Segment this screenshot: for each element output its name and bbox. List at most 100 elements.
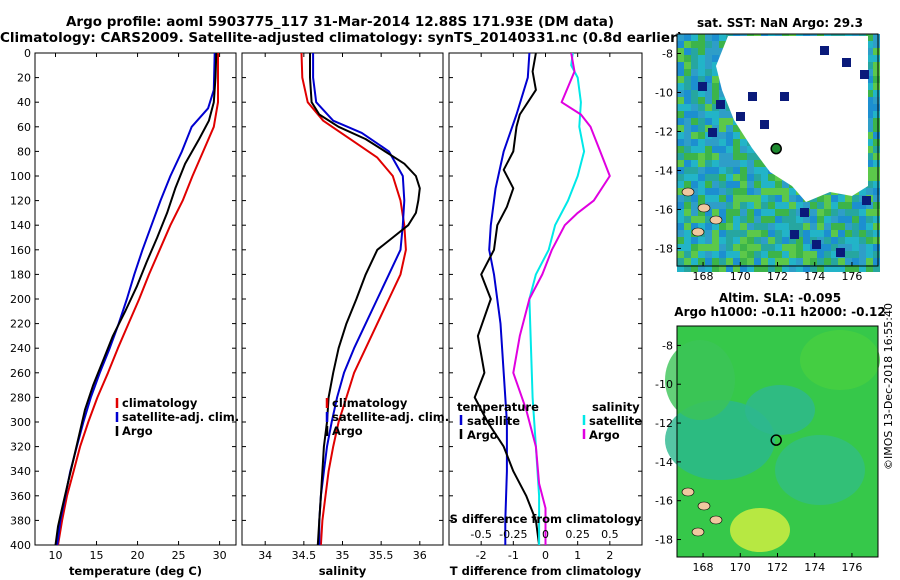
- depth-tick-label: 380: [10, 514, 31, 527]
- sst-pixel: [761, 181, 768, 188]
- sst-pixel: [803, 251, 810, 258]
- x-tick-label: 35: [336, 549, 350, 562]
- sst-pixel: [705, 139, 712, 146]
- sst-pixel: [733, 195, 740, 202]
- sst-warm-pixel: [708, 128, 717, 137]
- map-x-tick-label: 176: [841, 270, 862, 283]
- sst-pixel: [719, 139, 726, 146]
- sst-pixel: [698, 69, 705, 76]
- sst-pixel: [733, 265, 740, 272]
- sst-pixel: [761, 209, 768, 216]
- legend-label: satellite-adj. clim.: [122, 410, 239, 424]
- sst-pixel: [873, 62, 880, 69]
- sst-pixel: [838, 195, 845, 202]
- sst-pixel: [873, 265, 880, 272]
- sst-pixel: [782, 244, 789, 251]
- sst-pixel: [677, 223, 684, 230]
- x-axis-label: temperature (deg C): [69, 564, 202, 578]
- sst-pixel: [705, 111, 712, 118]
- sst-pixel: [733, 244, 740, 251]
- sst-pixel: [810, 265, 817, 272]
- sst-pixel: [873, 41, 880, 48]
- sst-pixel: [705, 118, 712, 125]
- sst-pixel: [684, 181, 691, 188]
- sst-pixel: [866, 237, 873, 244]
- sst-pixel: [873, 132, 880, 139]
- plot-frame: [34, 52, 237, 546]
- sst-pixel: [691, 97, 698, 104]
- sst-pixel: [719, 160, 726, 167]
- sst-map: 168 170 172 174 176 -8 -10 -12 -14 -16 -18: [655, 33, 880, 283]
- sst-pixel: [733, 139, 740, 146]
- sst-pixel: [873, 188, 880, 195]
- sst-pixel: [705, 230, 712, 237]
- sst-pixel: [761, 195, 768, 202]
- sst-pixel: [719, 202, 726, 209]
- sst-pixel: [733, 188, 740, 195]
- sst-pixel: [726, 265, 733, 272]
- sst-pixel: [782, 188, 789, 195]
- sst-pixel: [705, 209, 712, 216]
- sst-pixel: [684, 202, 691, 209]
- sst-pixel: [873, 258, 880, 265]
- sst-pixel: [824, 202, 831, 209]
- sst-pixel: [768, 202, 775, 209]
- sst-pixel: [824, 223, 831, 230]
- sst-pixel: [810, 258, 817, 265]
- sst-pixel: [733, 223, 740, 230]
- sst-pixel: [754, 244, 761, 251]
- sst-pixel: [677, 69, 684, 76]
- sst-warm-pixel: [780, 92, 789, 101]
- sst-pixel: [747, 202, 754, 209]
- legend-title-temperature: temperature: [457, 400, 539, 414]
- sst-pixel: [866, 97, 873, 104]
- legend-label: satellite-adj. clim.: [332, 410, 449, 424]
- map-x-tick-label: 170: [730, 561, 751, 574]
- island-shape: [681, 187, 695, 197]
- sst-warm-pixel: [760, 120, 769, 129]
- sst-pixel: [677, 62, 684, 69]
- sst-pixel: [866, 223, 873, 230]
- sst-pixel: [712, 90, 719, 97]
- legend-label: Argo: [122, 424, 153, 438]
- sst-pixel: [677, 188, 684, 195]
- sst-pixel: [859, 237, 866, 244]
- sst-pixel: [866, 118, 873, 125]
- sst-pixel: [705, 62, 712, 69]
- sst-pixel: [712, 195, 719, 202]
- sst-pixel: [705, 223, 712, 230]
- sst-pixel: [817, 251, 824, 258]
- sst-pixel: [726, 181, 733, 188]
- depth-tick-label: 180: [10, 268, 31, 281]
- depth-tick-label: 160: [10, 244, 31, 257]
- sst-pixel: [684, 223, 691, 230]
- sst-pixel: [698, 188, 705, 195]
- sst-pixel: [719, 251, 726, 258]
- sst-pixel: [852, 258, 859, 265]
- sst-pixel: [803, 230, 810, 237]
- sst-pixel: [677, 195, 684, 202]
- sst-pixel: [740, 209, 747, 216]
- sst-pixel: [782, 209, 789, 216]
- sst-pixel: [873, 83, 880, 90]
- sst-pixel: [838, 216, 845, 223]
- sst-pixel: [873, 111, 880, 118]
- sst-pixel: [789, 265, 796, 272]
- sst-pixel: [705, 174, 712, 181]
- sst-pixel: [782, 223, 789, 230]
- sst-pixel: [873, 34, 880, 41]
- sst-pixel: [677, 216, 684, 223]
- sst-pixel: [866, 146, 873, 153]
- sst-pixel: [698, 139, 705, 146]
- sst-pixel: [684, 216, 691, 223]
- sst-pixel: [684, 41, 691, 48]
- sst-pixel: [684, 174, 691, 181]
- sst-pixel: [712, 202, 719, 209]
- sst-pixel: [705, 167, 712, 174]
- sst-pixel: [719, 230, 726, 237]
- sst-pixel: [698, 34, 705, 41]
- sst-pixel: [873, 69, 880, 76]
- sst-pixel: [796, 195, 803, 202]
- sla-map: 168 170 172 174 176 -8 -10 -12 -14 -16 -18: [655, 325, 880, 574]
- sst-pixel: [866, 41, 873, 48]
